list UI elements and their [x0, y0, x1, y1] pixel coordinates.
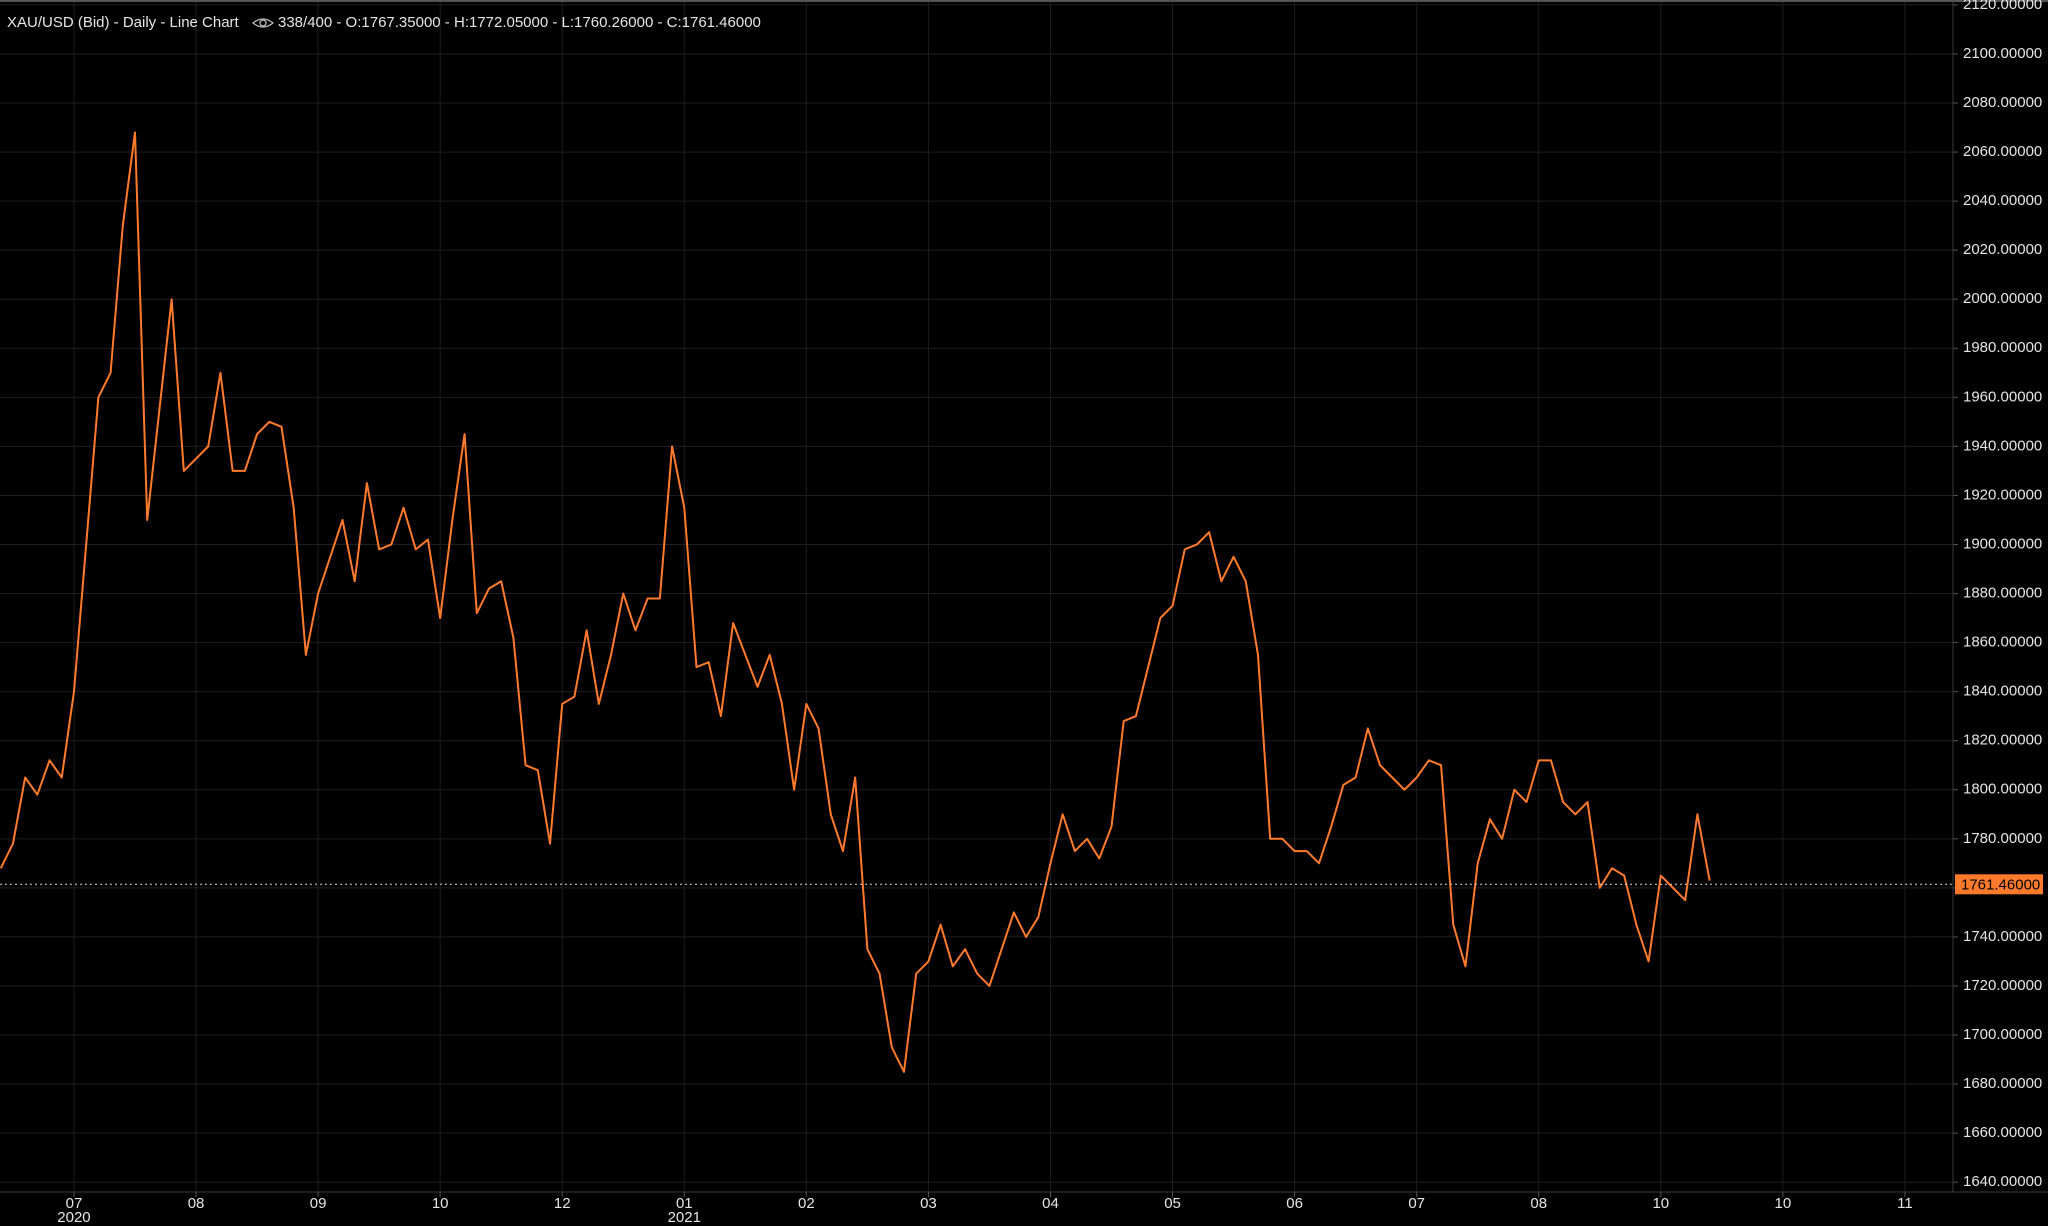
x-tick-label: 07 — [1408, 1195, 1425, 1212]
x-tick-label: 05 — [1164, 1195, 1181, 1212]
x-tick-label: 10 — [432, 1195, 449, 1212]
y-tick-label: 1720.00000 — [1963, 977, 2042, 994]
y-tick-label: 1920.00000 — [1963, 486, 2042, 503]
eye-icon[interactable] — [251, 18, 275, 28]
x-tick-label: 12 — [554, 1195, 571, 1212]
y-tick-label: 1660.00000 — [1963, 1124, 2042, 1141]
x-tick-label: 06 — [1286, 1195, 1303, 1212]
y-tick-label: 2040.00000 — [1963, 192, 2042, 209]
x-tick-label: 08 — [1530, 1195, 1547, 1212]
y-tick-label: 1700.00000 — [1963, 1026, 2042, 1043]
x-tick-label: 10 — [1652, 1195, 1669, 1212]
y-tick-label: 2100.00000 — [1963, 45, 2042, 62]
last-price-label: 1761.46000 — [1961, 876, 2040, 893]
y-tick-label: 1820.00000 — [1963, 732, 2042, 749]
plot-area — [0, 131, 1711, 1073]
price-line — [0, 131, 1711, 1073]
x-tick-label: 09 — [310, 1195, 327, 1212]
y-tick-label: 1640.00000 — [1963, 1173, 2042, 1190]
y-tick-label: 1740.00000 — [1963, 928, 2042, 945]
y-tick-label: 1800.00000 — [1963, 781, 2042, 798]
x-tick-label: 11 — [1897, 1195, 1913, 1212]
y-tick-label: 1940.00000 — [1963, 437, 2042, 454]
grid — [0, 0, 1953, 1192]
last-price-tag — [1955, 874, 2043, 895]
x-tick-label: 08 — [188, 1195, 205, 1212]
x-tick-label: 02 — [798, 1195, 815, 1212]
x-tick-label: 10 — [1775, 1195, 1792, 1212]
y-tick-label: 1860.00000 — [1963, 634, 2042, 651]
y-tick-label: 2120.00000 — [1963, 0, 2042, 13]
x-tick-label: 07 — [66, 1195, 83, 1212]
x-tick-label: 04 — [1042, 1195, 1059, 1212]
y-tick-label: 1680.00000 — [1963, 1075, 2042, 1092]
chart-info: 338/400 - O:1767.35000 - H:1772.05000 - … — [278, 14, 761, 31]
y-tick-label: 1840.00000 — [1963, 683, 2042, 700]
y-tick-label: 1980.00000 — [1963, 339, 2042, 356]
y-tick-label: 1780.00000 — [1963, 830, 2042, 847]
y-tick-label: 2020.00000 — [1963, 241, 2042, 258]
y-tick-label: 2060.00000 — [1963, 143, 2042, 160]
y-tick-label: 1900.00000 — [1963, 535, 2042, 552]
x-tick-label: 01 — [676, 1195, 693, 1212]
y-tick-label: 1880.00000 — [1963, 585, 2042, 602]
y-tick-label: 2080.00000 — [1963, 94, 2042, 111]
x-tick-label: 03 — [920, 1195, 937, 1212]
chart-title: XAU/USD (Bid) - Daily - Line Chart — [7, 14, 240, 31]
x-year-label: 2020 — [57, 1209, 90, 1226]
y-tick-label: 1960.00000 — [1963, 388, 2042, 405]
x-year-label: 2021 — [668, 1209, 701, 1226]
y-tick-label: 2000.00000 — [1963, 290, 2042, 307]
